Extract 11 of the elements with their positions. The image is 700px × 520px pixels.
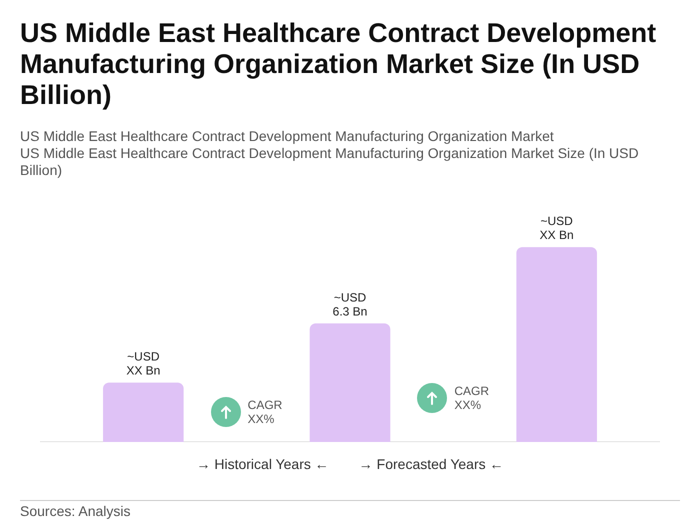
- data-label: ~USD XX Bn: [126, 350, 160, 378]
- text: → Forecasted Years ←: [358, 456, 504, 472]
- source-note: Sources: Analysis: [20, 503, 130, 519]
- chart-subtitle: US Middle East Healthcare Contract Development Manufacturing Organization Market: [20, 128, 555, 145]
- chart-title: US Middle East Healthcare Contract Development Manufacturing Organization Market Size (In USD Billion): [20, 18, 658, 111]
- annotation: CAGR XX%: [248, 398, 282, 426]
- data-label: ~USD 6.3 Bn: [332, 290, 368, 318]
- text: → Historical Years ←: [196, 456, 329, 472]
- text: US Middle East Healthcare Contract Development Manufacturing Organization Market Size (In USD Billion): [20, 145, 640, 179]
- annotation: CAGR XX%: [454, 384, 489, 412]
- data-label: ~USD XX Bn: [540, 214, 574, 242]
